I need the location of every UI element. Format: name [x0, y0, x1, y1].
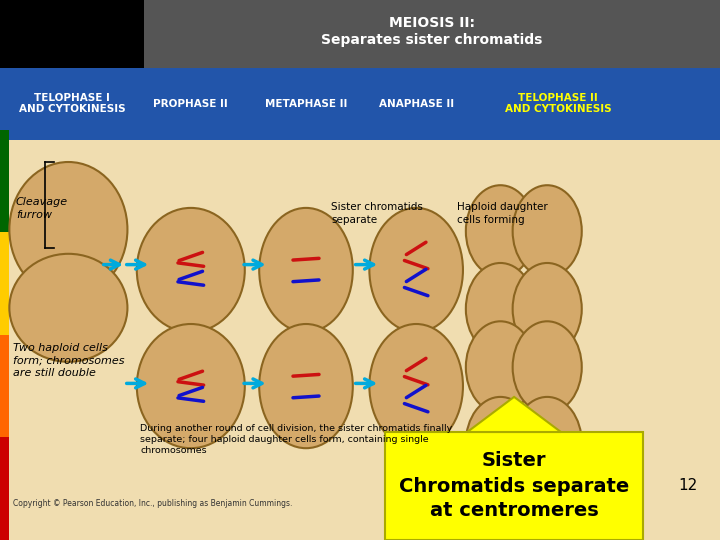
Ellipse shape — [137, 208, 245, 332]
Text: Cleavage
furrow: Cleavage furrow — [16, 197, 68, 219]
Text: TELOPHASE I
AND CYTOKINESIS: TELOPHASE I AND CYTOKINESIS — [19, 93, 125, 114]
Text: Two haploid cells
form; chromosomes
are still double: Two haploid cells form; chromosomes are … — [13, 343, 125, 377]
Ellipse shape — [9, 254, 127, 362]
Text: MEIOSIS II:
Separates sister chromatids: MEIOSIS II: Separates sister chromatids — [321, 16, 543, 47]
FancyBboxPatch shape — [0, 335, 9, 437]
Ellipse shape — [513, 185, 582, 277]
Ellipse shape — [137, 324, 245, 448]
FancyBboxPatch shape — [0, 0, 144, 68]
FancyBboxPatch shape — [0, 140, 720, 540]
Ellipse shape — [259, 324, 353, 448]
Ellipse shape — [369, 324, 463, 448]
Ellipse shape — [466, 321, 535, 413]
Text: During another round of cell division, the sister chromatids finally
separate; f: During another round of cell division, t… — [140, 424, 453, 455]
Text: METAPHASE II: METAPHASE II — [265, 99, 347, 109]
FancyBboxPatch shape — [0, 130, 9, 232]
Text: Copyright © Pearson Education, Inc., publishing as Benjamin Cummings.: Copyright © Pearson Education, Inc., pub… — [13, 500, 292, 509]
Ellipse shape — [513, 263, 582, 355]
Ellipse shape — [9, 162, 127, 297]
FancyBboxPatch shape — [385, 432, 643, 540]
FancyBboxPatch shape — [0, 0, 720, 68]
Text: ANAPHASE II: ANAPHASE II — [379, 99, 454, 109]
FancyBboxPatch shape — [0, 68, 720, 140]
Ellipse shape — [466, 263, 535, 355]
Text: Sister chromatids
separate: Sister chromatids separate — [331, 202, 423, 225]
Ellipse shape — [513, 321, 582, 413]
Ellipse shape — [466, 397, 535, 489]
Text: PROPHASE II: PROPHASE II — [153, 99, 228, 109]
FancyBboxPatch shape — [0, 232, 9, 335]
Text: Haploid daughter
cells forming: Haploid daughter cells forming — [457, 202, 548, 225]
Ellipse shape — [259, 208, 353, 332]
Text: TELOPHASE II
AND CYTOKINESIS: TELOPHASE II AND CYTOKINESIS — [505, 93, 611, 114]
Ellipse shape — [369, 208, 463, 332]
FancyBboxPatch shape — [0, 437, 9, 540]
Polygon shape — [467, 397, 561, 432]
Ellipse shape — [466, 185, 535, 277]
Text: 12: 12 — [678, 478, 697, 494]
Ellipse shape — [513, 397, 582, 489]
Text: Sister
Chromatids separate
at centromeres: Sister Chromatids separate at centromere… — [399, 451, 629, 521]
